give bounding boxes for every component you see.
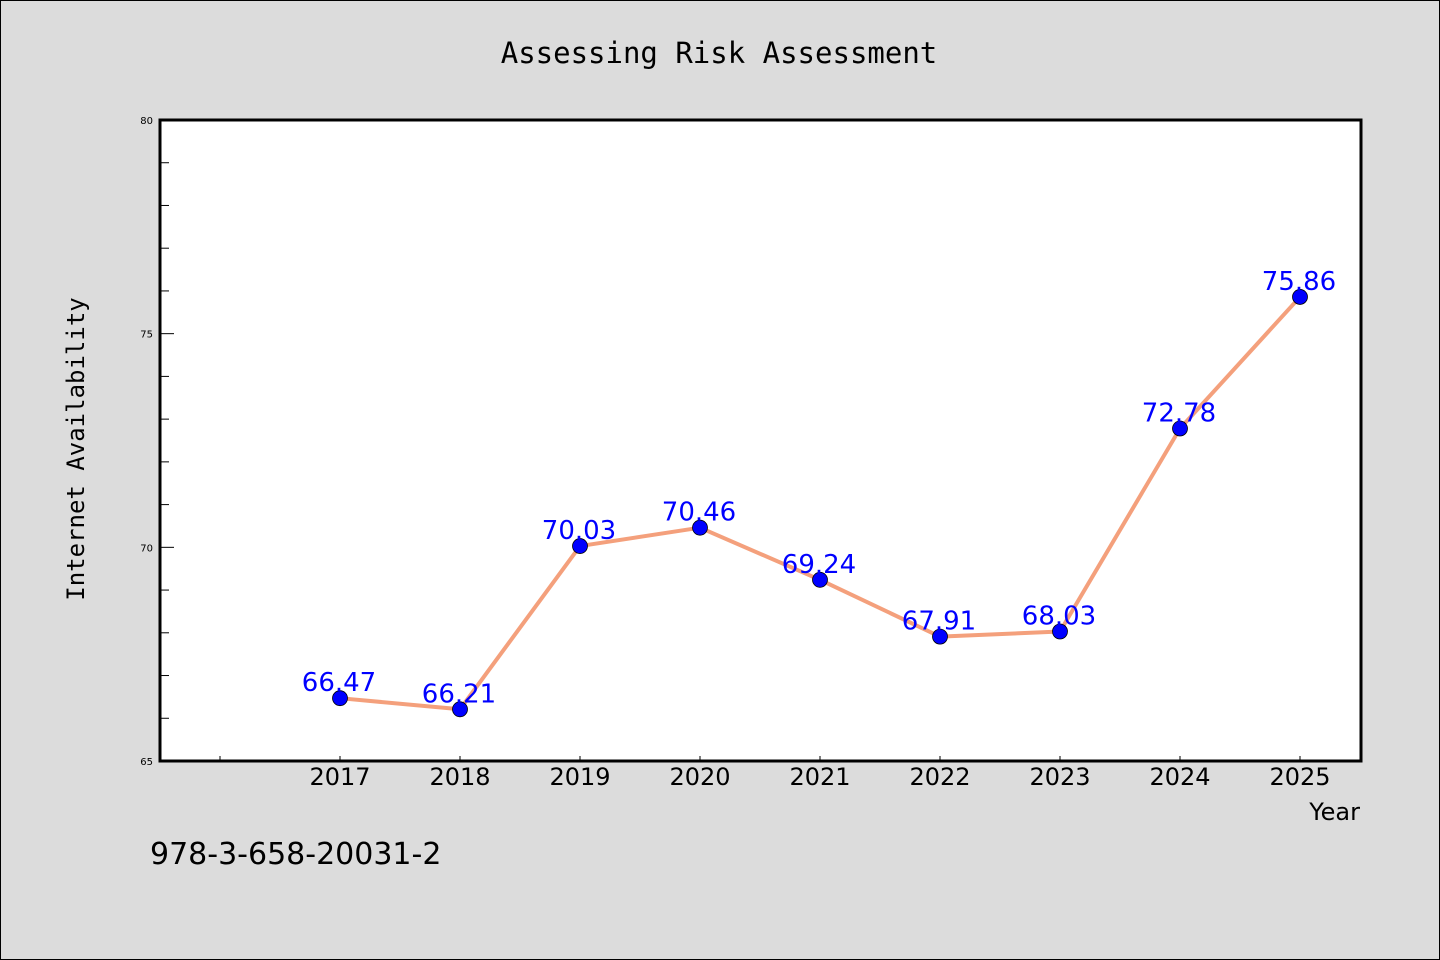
- footer-text: 978-3-658-20031-2: [150, 837, 441, 872]
- data-point: [572, 538, 588, 554]
- data-label: 68.03: [1022, 602, 1096, 632]
- x-tick-label: 2025: [1269, 763, 1330, 791]
- y-tick-label: 70: [140, 543, 153, 554]
- x-tick-label: 2024: [1149, 763, 1210, 791]
- chart-title: Assessing Risk Assessment: [501, 36, 938, 70]
- data-point: [692, 519, 708, 536]
- data-label: 72.78: [1142, 399, 1216, 429]
- y-tick-label: 80: [140, 116, 153, 127]
- x-tick-label: 2019: [549, 763, 610, 791]
- y-axis-label: Internet Availability: [62, 297, 90, 600]
- data-label: 67.91: [902, 607, 976, 637]
- data-point: [452, 701, 468, 718]
- plot-area: [160, 120, 1361, 761]
- data-label: 75.86: [1262, 267, 1336, 297]
- x-axis-label: Year: [1308, 798, 1360, 826]
- y-tick-label: 75: [140, 330, 153, 341]
- x-tick-label: 2022: [909, 763, 970, 791]
- data-label: 66.47: [302, 668, 376, 698]
- x-tick-label: 2021: [789, 763, 850, 791]
- data-point: [332, 690, 348, 707]
- data-label: 70.03: [542, 516, 616, 546]
- data-point: [812, 571, 828, 588]
- data-point: [1292, 289, 1308, 305]
- data-label: 70.46: [662, 498, 736, 528]
- y-tick-label: 65: [140, 757, 153, 768]
- data-point: [1052, 623, 1068, 640]
- data-label: 69.24: [782, 550, 856, 580]
- plot-border: [158, 118, 1363, 763]
- data-point: [932, 628, 948, 645]
- x-tick-label: 2023: [1029, 763, 1090, 791]
- data-markers: [332, 289, 1308, 718]
- x-tick-label: 2018: [429, 763, 490, 791]
- data-label: 66.21: [422, 679, 496, 709]
- x-tick-label: 2017: [309, 763, 370, 791]
- data-point: [1172, 420, 1188, 437]
- data-labels: 66.47 66.21 70.03 70.46 69.24 67.91 68.03 72.78…: [302, 267, 1336, 709]
- x-ticks: 2017 2018 2019 2020 2021 2022 2023 2024 2025: [219, 756, 1331, 791]
- x-tick-label: 2020: [669, 763, 730, 791]
